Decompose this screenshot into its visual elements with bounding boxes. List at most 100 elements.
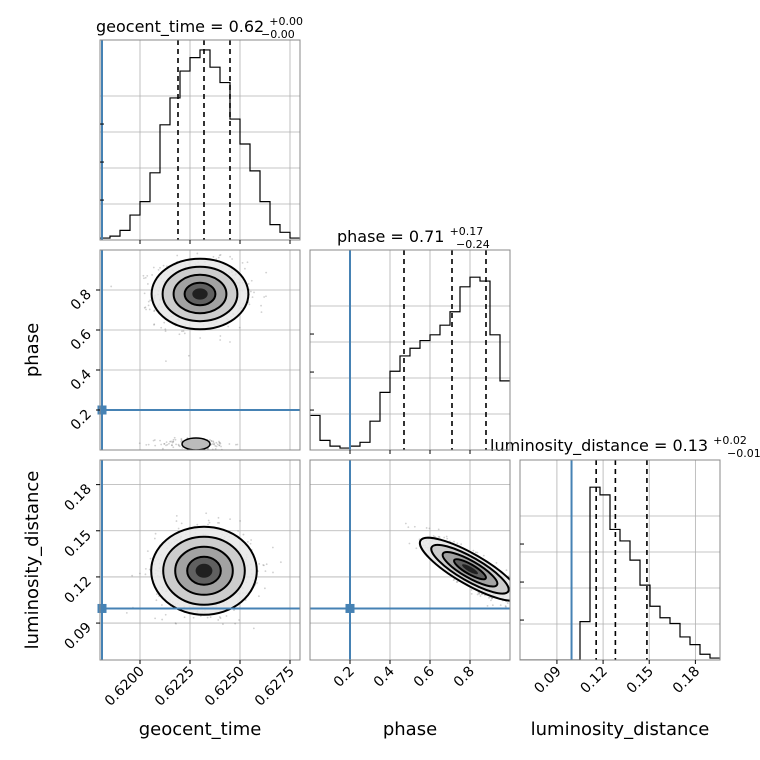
- sample-point-2-main-85: [504, 605, 507, 607]
- sample-point-2-main-648: [453, 540, 455, 543]
- sample-point-2-main-355: [404, 522, 407, 525]
- sample-point-0-sec-21: [180, 437, 183, 440]
- diag-panel-geocent_time: [99, 39, 301, 244]
- ytick-label-phase-3: 0.8: [68, 287, 95, 314]
- sample-point-1-main-869: [265, 563, 268, 566]
- sample-point-0-main-626: [187, 354, 190, 357]
- sample-point-2-main-470: [505, 606, 507, 608]
- sample-point-2-main-726: [474, 551, 477, 554]
- xtick-label-geocent_time-0: 0.6200: [102, 664, 148, 710]
- sample-point-2-main-877: [476, 551, 479, 554]
- sample-point-1-main-681: [238, 619, 240, 621]
- ytick-label-luminosity_distance-3: 0.18: [61, 481, 94, 514]
- sample-point-0-sec-58: [170, 444, 173, 446]
- sample-point-1-main-212: [218, 616, 221, 618]
- title-geocent-time-sub: −0.00: [261, 28, 295, 41]
- sample-point-0-main-254: [251, 296, 254, 299]
- sample-point-1-main-417: [263, 564, 265, 567]
- sample-point-2-main-92: [443, 536, 446, 539]
- sample-point-0-sec-76: [213, 443, 216, 445]
- sample-point-0-main-753: [153, 323, 155, 326]
- sample-point-0-sec-39: [165, 441, 168, 444]
- frame-luminosity_distance: [519, 459, 721, 661]
- sample-point-1-main-480: [272, 571, 274, 574]
- sample-point-0-main-443: [238, 326, 241, 329]
- sample-point-0-sec-28: [163, 442, 166, 445]
- sample-point-0-main-519: [153, 309, 156, 312]
- sample-point-1-main-678: [219, 617, 222, 619]
- panels-group: 0.09 0.12 0.15 0.18 0.2 0.4 0.6 0.8 0.09 0.12 0.15…: [61, 39, 721, 710]
- sample-point-2-main-304: [491, 597, 493, 600]
- sample-point-0-sec-0: [228, 443, 231, 445]
- sample-point-1-main-123: [154, 617, 157, 620]
- hist-phase: [310, 276, 510, 450]
- sample-point-2-main-533: [530, 607, 532, 609]
- sample-point-1-main-269: [249, 542, 252, 545]
- sample-point-0-sec-74: [174, 438, 177, 441]
- sample-point-1-main-554: [164, 613, 167, 616]
- truth-marker-1: [97, 603, 107, 613]
- sample-point-0-sec-31: [218, 444, 221, 447]
- sample-point-2-main-750: [517, 595, 519, 597]
- sample-point-1-main-497: [216, 521, 219, 524]
- sample-point-0-main-179: [165, 360, 167, 363]
- sample-point-2-main-821: [511, 580, 513, 582]
- contour-secondary-0: [181, 437, 211, 450]
- sample-point-0-sec-147: [169, 440, 171, 443]
- sample-point-0-main-781: [217, 256, 220, 259]
- sample-point-2-main-392: [482, 554, 485, 557]
- sample-point-0-sec-22: [168, 442, 170, 445]
- sample-point-1-main-193: [279, 561, 282, 564]
- contour-0-4: [192, 288, 208, 300]
- xtick-label-geocent_time-1: 0.6225: [152, 664, 198, 710]
- sample-point-0-main-258: [229, 255, 232, 258]
- sample-point-1-main-320: [207, 523, 209, 526]
- sample-point-0-main-532: [159, 266, 161, 269]
- sample-point-1-main-301: [258, 595, 260, 598]
- sample-point-0-sec-122: [218, 444, 221, 447]
- sample-point-0-main-543: [265, 271, 268, 274]
- sample-point-0-main-828: [143, 277, 145, 280]
- sample-point-0-sec-23: [153, 439, 156, 441]
- sample-point-2-main-631: [513, 603, 515, 605]
- sample-point-2-main-351: [478, 592, 481, 595]
- sample-point-0-main-87: [142, 274, 145, 277]
- sample-point-0-main-215: [164, 330, 167, 333]
- xlabel-geocent-time: geocent_time: [139, 719, 262, 740]
- sample-point-0-sec-97: [216, 443, 219, 446]
- sample-point-2-main-231: [437, 535, 440, 538]
- sample-point-2-main-894: [505, 569, 508, 572]
- sample-point-2-main-28: [516, 605, 518, 607]
- sample-point-2-main-221: [446, 537, 449, 540]
- sample-point-1-main-602: [180, 522, 183, 525]
- sample-point-2-main-219: [499, 604, 502, 607]
- ytick-label-phase-0: 0.2: [68, 407, 95, 434]
- sample-point-0-main-289: [143, 292, 146, 295]
- sample-point-2-main-414: [438, 536, 441, 538]
- sample-point-2-main-367: [456, 580, 459, 583]
- sample-point-0-sec-133: [213, 443, 215, 446]
- ytick-label-phase-2: 0.6: [68, 326, 95, 353]
- sample-point-0-main-872: [153, 310, 156, 312]
- sample-point-1-main-883: [271, 546, 274, 549]
- sample-point-1-main-636: [160, 604, 163, 606]
- sample-point-1-main-879: [246, 540, 249, 543]
- ylabel-phase: phase: [22, 323, 43, 377]
- sample-point-0-main-566: [153, 323, 156, 326]
- truth-marker-0: [97, 405, 107, 415]
- sample-point-1-main-201: [153, 537, 156, 540]
- sample-point-0-main-382: [219, 339, 222, 341]
- sample-point-1-main-146: [209, 616, 212, 619]
- diag-panel-phase: [309, 249, 511, 454]
- sample-point-2-main-38: [470, 592, 473, 595]
- sample-point-0-sec-66: [212, 441, 215, 444]
- sample-point-1-main-419: [252, 627, 255, 630]
- pair-panel-geocent_time-phase: 0.2 0.4 0.6 0.8: [68, 249, 301, 451]
- sample-point-1-main-875: [175, 514, 178, 517]
- sample-point-0-sec-98: [215, 445, 218, 448]
- pframe-0: [99, 249, 301, 451]
- sample-point-0-sec-108: [178, 445, 181, 448]
- sample-point-2-main-347: [511, 592, 513, 594]
- sample-point-0-main-601: [148, 308, 151, 311]
